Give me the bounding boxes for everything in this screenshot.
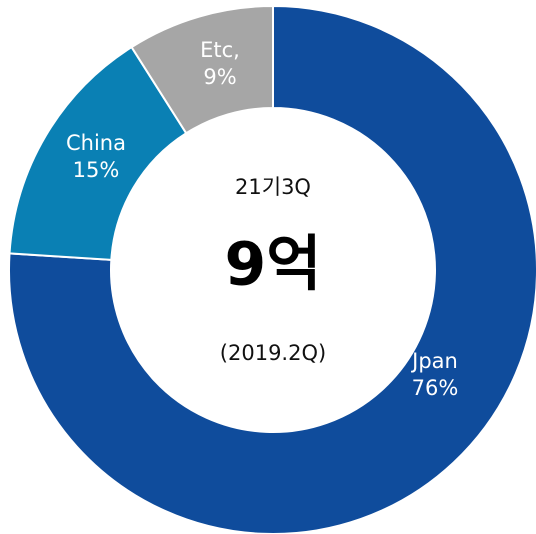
slice-label: Jpan xyxy=(410,349,458,373)
slice-label: China xyxy=(66,131,126,155)
center-top: 21기3Q xyxy=(235,175,311,199)
donut-slice xyxy=(8,4,536,534)
slice-value: 9% xyxy=(203,65,236,89)
center-main: 9억 xyxy=(225,230,322,300)
slice-label: Etc, xyxy=(200,38,240,62)
center-bottom: (2019.2Q) xyxy=(220,341,326,365)
slice-value: 76% xyxy=(412,376,459,400)
donut-slice xyxy=(130,4,274,135)
slice-value: 15% xyxy=(73,158,120,182)
